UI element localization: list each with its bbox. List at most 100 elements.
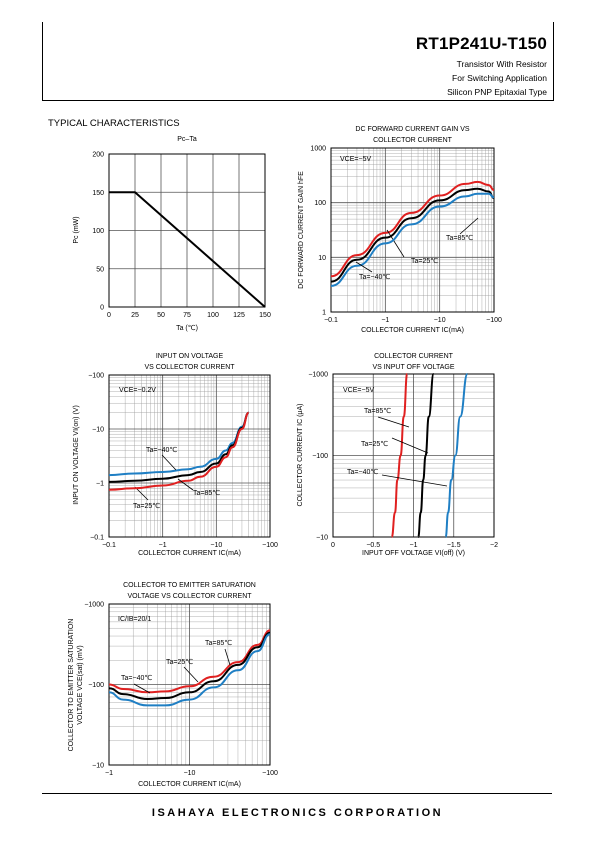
y-tick-label: 10	[318, 255, 326, 262]
series-label: Ta=25℃	[411, 258, 438, 265]
x-tick-label: 25	[131, 312, 139, 319]
x-axis-label: COLLECTOR CURRENT IC(mA)	[361, 327, 464, 334]
condition-label: VCE=−0.2V	[119, 387, 156, 394]
x-tick-label: −100	[262, 542, 278, 549]
leader-line	[161, 454, 177, 471]
leader-line	[386, 229, 405, 258]
y-tick-label: −10	[316, 535, 328, 542]
x-tick-label: 0	[107, 312, 111, 319]
leader-line	[459, 217, 479, 235]
x-axis-label: INPUT OFF VOLTAGE VI(off) (V)	[362, 550, 465, 557]
x-tick-label: 125	[233, 312, 245, 319]
footer-divider	[42, 793, 552, 794]
y-tick-label: 150	[92, 190, 104, 197]
y-tick-label: 100	[92, 228, 104, 235]
y-tick-label: 0	[100, 305, 104, 312]
series-line-ta85	[390, 373, 409, 538]
series-label: Ta=−40℃	[347, 469, 378, 476]
condition-label: IC/IB=20/1	[118, 616, 151, 623]
chart-title: Pc–Ta	[177, 136, 197, 143]
y-tick-label: 1000	[310, 146, 326, 153]
leader-line	[133, 683, 151, 694]
x-tick-label: 100	[207, 312, 219, 319]
plot-frame	[330, 147, 495, 313]
x-tick-label: −0.1	[102, 542, 116, 549]
series-line-ta25	[330, 187, 495, 283]
series-line-ta40	[330, 192, 495, 287]
x-tick-label: 75	[183, 312, 191, 319]
x-tick-label: 50	[157, 312, 165, 319]
series-line-ta25	[417, 373, 435, 538]
x-tick-label: −10	[184, 770, 196, 777]
series-line-ta85	[108, 629, 271, 694]
y-axis-label: Pc (mW)	[73, 216, 80, 243]
plot-frame	[332, 373, 495, 538]
series-line-ta25	[108, 631, 271, 700]
chart-title: VOLTAGE VS COLLECTOR CURRENT	[127, 593, 252, 600]
series-label: Ta=85℃	[446, 235, 473, 242]
series-label: Ta=25℃	[361, 441, 388, 448]
y-axis-label: COLLECTOR CURRENT IC (μA)	[297, 404, 304, 507]
series-line-ta40	[444, 373, 469, 538]
chart-hfe-ic: −0.1 −1 −10 −100 1 10 100 1000 DC FORWARD CURREN…	[298, 126, 502, 334]
series-label: Ta=85℃	[364, 408, 391, 415]
y-tick-label: 100	[314, 200, 326, 207]
x-tick-label: 150	[259, 312, 271, 319]
chart-title: DC FORWARD CURRENT GAIN VS	[355, 126, 470, 133]
description-line-3: Silicon PNP Epitaxial Type	[447, 87, 547, 97]
chart-title: VS COLLECTOR CURRENT	[144, 364, 235, 371]
x-tick-label: −2	[490, 542, 498, 549]
leader-line	[391, 437, 429, 454]
chart-title: VS INPUT OFF VOLTAGE	[372, 364, 454, 371]
y-tick-label: −10	[92, 427, 104, 434]
x-axis-label: COLLECTOR CURRENT IC(mA)	[138, 781, 241, 788]
x-tick-label: −100	[486, 317, 502, 324]
x-tick-label: −10	[210, 542, 222, 549]
chart-pc-ta: 0 25 50 75 100 125 150 0 50 100 150 200 Pc–Ta Ta (℃) P…	[73, 136, 271, 332]
description-line-1: Transistor With Resistor	[456, 59, 547, 69]
x-tick-label: −0.5	[366, 542, 380, 549]
leader-line	[377, 416, 410, 428]
chart-vion-ic: −0.1 −1 −10 −100 −0.1 −1 −10 −100 INPUT ON VOLTA…	[73, 353, 278, 557]
section-title: TYPICAL CHARACTERISTICS	[48, 118, 180, 129]
series-label: Ta=85℃	[193, 490, 220, 497]
x-tick-label: −1	[159, 542, 167, 549]
y-tick-label: −100	[88, 373, 104, 380]
series-label: Ta=25℃	[166, 659, 193, 666]
x-tick-label: −1	[410, 542, 418, 549]
leader-line	[381, 474, 448, 487]
series-label: Ta=−40℃	[146, 447, 177, 454]
series-line-ta85	[108, 411, 250, 491]
y-tick-label: −10	[92, 763, 104, 770]
chart-title: COLLECTOR CURRENT	[374, 353, 454, 360]
y-tick-label: −1000	[308, 372, 328, 379]
leader-line	[183, 666, 199, 683]
series-label: Ta=85℃	[205, 640, 232, 647]
x-tick-label: −1	[105, 770, 113, 777]
y-axis-label: VOLTAGE VCE(sat) (mV)	[77, 645, 84, 724]
y-tick-label: −100	[88, 682, 104, 689]
y-tick-label: −0.1	[90, 535, 104, 542]
y-tick-label: 50	[96, 266, 104, 273]
series-label: Ta=25℃	[133, 503, 160, 510]
y-tick-label: −1000	[84, 602, 104, 609]
y-axis-label: INPUT ON VOLTAGE VI(on) (V)	[73, 405, 80, 505]
x-tick-label: −1	[381, 317, 389, 324]
leader-line	[177, 478, 194, 491]
header-frame	[42, 22, 554, 101]
series-label: Ta=−40℃	[121, 675, 152, 682]
y-axis-label: DC FORWARD CURRENT GAIN hFE	[298, 171, 305, 289]
series-line	[109, 191, 266, 308]
description-line-2: For Switching Application	[452, 73, 547, 83]
leader-line	[134, 486, 149, 501]
condition-label: VCE=−5V	[340, 156, 371, 163]
part-number: RT1P241U-T150	[415, 34, 547, 53]
y-tick-label: −100	[312, 453, 328, 460]
series-line-ta40	[108, 633, 271, 707]
x-tick-label: −10	[434, 317, 446, 324]
x-tick-label: −1.5	[447, 542, 461, 549]
x-axis-label: COLLECTOR CURRENT IC(mA)	[138, 550, 241, 557]
y-tick-label: 1	[322, 310, 326, 317]
